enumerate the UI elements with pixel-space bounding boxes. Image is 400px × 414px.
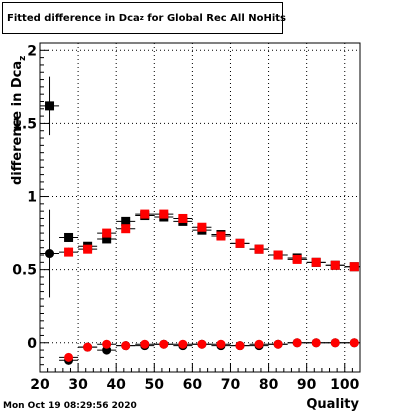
data-point-circle [349, 338, 359, 348]
x-tick-label: 80 [259, 377, 279, 393]
timestamp: Mon Oct 19 08:29:56 2020 [3, 401, 137, 411]
chart-title-subscript: z [139, 14, 144, 22]
data-point-square [311, 257, 321, 267]
data-point-circle [45, 249, 55, 259]
data-point-square [330, 260, 340, 270]
data-point-circle [64, 352, 74, 362]
data-point-square [45, 101, 55, 111]
y-tick-label: 0.5 [12, 263, 37, 279]
data-point-circle [273, 339, 283, 349]
data-point-square [121, 224, 131, 234]
y-tick-label: 1.5 [12, 116, 37, 132]
data-point-circle [254, 339, 264, 349]
x-tick-label: 60 [183, 377, 203, 393]
data-point-circle [83, 342, 93, 352]
data-point-circle [197, 339, 207, 349]
data-point-square [292, 254, 302, 264]
data-point-square [121, 216, 131, 226]
data-point-square [102, 234, 112, 244]
x-tick-label: 20 [30, 377, 50, 393]
data-point-square [159, 209, 169, 219]
data-point-square [235, 238, 245, 248]
data-point-square [83, 244, 93, 254]
data-point-circle [159, 339, 169, 349]
y-axis-label-main: difference in Dca [10, 60, 25, 185]
chart-title-prefix: Fitted difference in Dca [7, 12, 140, 24]
data-point-circle [292, 338, 302, 348]
x-tick-label: 40 [106, 377, 126, 393]
data-point-square [64, 247, 74, 257]
data-point-square [197, 222, 207, 232]
data-point-square [349, 262, 359, 272]
data-point-square [273, 250, 283, 260]
x-axis-label: Quality [306, 397, 359, 412]
chart-title: Fitted difference in Dca z for Global Rec… [2, 2, 287, 34]
data-point-square [216, 231, 226, 241]
data-point-square [64, 232, 74, 242]
data-point-square [102, 228, 112, 238]
data-point-circle [216, 339, 226, 349]
data-point-circle [311, 338, 321, 348]
x-tick-label: 30 [68, 377, 88, 393]
x-tick-label: 90 [297, 377, 317, 393]
data-point-circle [121, 341, 131, 351]
y-axis-label-subscript: z [18, 55, 28, 61]
y-tick-label: 0 [27, 336, 37, 352]
data-point-square [178, 213, 188, 223]
data-point-circle [140, 339, 150, 349]
data-point-square [254, 244, 264, 254]
data-point-circle [178, 339, 188, 349]
plot-frame [39, 42, 361, 373]
data-point-square [140, 209, 150, 219]
y-tick-label: 2 [27, 43, 37, 59]
data-point-circle [235, 341, 245, 351]
x-tick-label: 100 [330, 377, 359, 393]
data-point-circle [330, 338, 340, 348]
x-tick-label: 70 [221, 377, 241, 393]
x-tick-label: 50 [145, 377, 165, 393]
y-tick-label: 1 [27, 190, 37, 206]
y-axis-label: difference in Dcaz [10, 56, 28, 185]
chart-title-suffix: for Global Rec All NoHits [143, 12, 287, 24]
data-point-circle [102, 339, 112, 349]
